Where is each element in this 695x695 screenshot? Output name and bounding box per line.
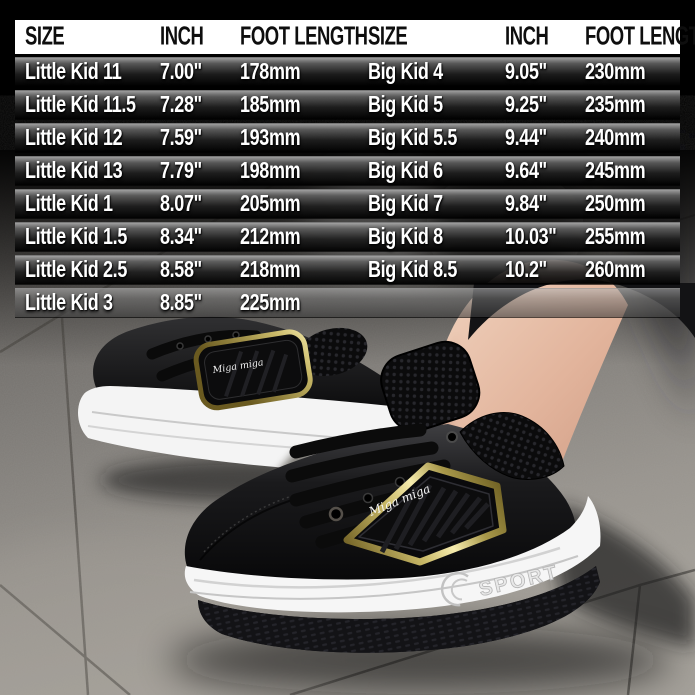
column-header-foot-length: FOOT LENGTH — [585, 22, 695, 51]
size-cell: Little Kid 11 — [25, 58, 122, 85]
size-cell: Little Kid 13 — [25, 157, 123, 184]
table-row: Little Kid 1.5 8.34" 212mm Big Kid 8 10.… — [15, 222, 680, 251]
foot-length-cell: 205mm — [240, 190, 301, 217]
inch-cell: 8.85" — [160, 289, 202, 316]
mesh-tongue — [380, 340, 481, 432]
column-header-inch: INCH — [505, 22, 549, 51]
table-row: Little Kid 11 7.00" 178mm Big Kid 4 9.05… — [15, 57, 680, 86]
inch-cell: 7.79" — [160, 157, 202, 184]
pant-cuff — [468, 279, 695, 340]
table-row: Little Kid 11.5 7.28" 185mm Big Kid 5 9.… — [15, 90, 680, 119]
foot-length-cell: 230mm — [585, 58, 646, 85]
size-cell: Big Kid 5.5 — [368, 124, 458, 151]
foot-length-cell: 193mm — [240, 124, 301, 151]
inch-cell: 9.25" — [505, 91, 547, 118]
table-row: Little Kid 13 7.79" 198mm Big Kid 6 9.64… — [15, 156, 680, 185]
foot-length-cell: 218mm — [240, 256, 301, 283]
inch-cell: 7.59" — [160, 124, 202, 151]
front-shoe-sole — [184, 496, 601, 613]
inch-cell: 8.58" — [160, 256, 202, 283]
size-cell: Big Kid 4 — [368, 58, 443, 85]
inch-cell: 9.05" — [505, 58, 547, 85]
table-row: Little Kid 3 8.85" 225mm — [15, 288, 680, 317]
eyelets — [328, 431, 458, 522]
table-row: Little Kid 12 7.59" 193mm Big Kid 5.5 9.… — [15, 123, 680, 152]
inch-cell: 7.28" — [160, 91, 202, 118]
size-cell: Big Kid 5 — [368, 91, 443, 118]
foot-length-cell: 240mm — [585, 124, 646, 151]
sole-groove — [193, 546, 561, 589]
back-shoe-tongue — [296, 327, 368, 377]
foot-length-cell: 260mm — [585, 256, 646, 283]
toe-cap-stitching — [203, 495, 293, 553]
inch-cell: 7.00" — [160, 58, 202, 85]
chart-header: SIZE INCH FOOT LENGTH SIZE INCH FOOT LEN… — [15, 20, 695, 54]
gold-panel: Miga miga — [343, 462, 507, 566]
front-shoe: SPORT — [184, 340, 601, 653]
inch-cell: 8.07" — [160, 190, 202, 217]
size-cell: Big Kid 8.5 — [368, 256, 458, 283]
column-header-foot-length: FOOT LENGTH — [240, 22, 368, 51]
toe-cap-seam — [199, 499, 293, 561]
foot-length-cell: 198mm — [240, 157, 301, 184]
size-chart: SIZE INCH FOOT LENGTH SIZE INCH FOOT LEN… — [15, 20, 695, 321]
foot-length-cell: 185mm — [240, 91, 301, 118]
inch-cell: 10.03" — [505, 223, 557, 250]
collar-padding — [459, 412, 565, 480]
foot-length-cell: 250mm — [585, 190, 646, 217]
size-cell: Big Kid 8 — [368, 223, 443, 250]
foot-length-cell: 245mm — [585, 157, 646, 184]
back-shoe-eyelets — [176, 331, 240, 350]
size-cell: Little Kid 11.5 — [25, 91, 136, 118]
table-row: Little Kid 1 8.07" 205mm Big Kid 7 9.84"… — [15, 189, 680, 218]
size-cell: Little Kid 1.5 — [25, 223, 127, 250]
size-cell: Big Kid 7 — [368, 190, 443, 217]
size-cell: Little Kid 12 — [25, 124, 123, 151]
foot-length-cell: 255mm — [585, 223, 646, 250]
back-shoe-gold-panel: Miga miga — [193, 329, 313, 411]
foot-length-cell: 178mm — [240, 58, 301, 85]
column-header-size: SIZE — [368, 22, 408, 51]
inch-cell: 9.84" — [505, 190, 547, 217]
inch-cell: 10.2" — [505, 256, 547, 283]
foot-length-cell: 225mm — [240, 289, 301, 316]
size-cell: Little Kid 1 — [25, 190, 113, 217]
foot-length-cell: 212mm — [240, 223, 301, 250]
size-cell: Little Kid 3 — [25, 289, 113, 316]
panel-ribs — [379, 483, 490, 554]
column-header-size: SIZE — [25, 22, 65, 51]
outsole-tread — [198, 566, 600, 653]
sole-groove — [189, 555, 579, 600]
table-row: Little Kid 2.5 8.58" 218mm Big Kid 8.5 1… — [15, 255, 680, 284]
column-header-inch: INCH — [160, 22, 204, 51]
size-cell: Little Kid 2.5 — [25, 256, 127, 283]
foot-length-cell: 235mm — [585, 91, 646, 118]
inch-cell: 9.64" — [505, 157, 547, 184]
size-cell: Big Kid 6 — [368, 157, 443, 184]
inch-cell: 9.44" — [505, 124, 547, 151]
inch-cell: 8.34" — [160, 223, 202, 250]
